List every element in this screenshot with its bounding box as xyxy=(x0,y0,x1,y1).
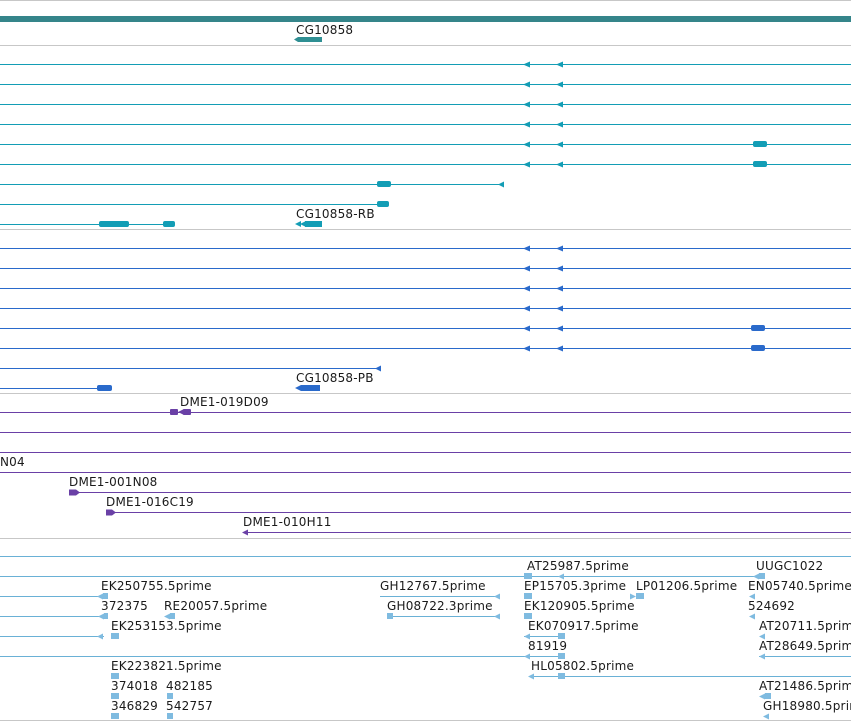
est-row[interactable] xyxy=(0,613,755,620)
est-label[interactable]: AT21486.5prime xyxy=(759,679,851,693)
protein-row[interactable] xyxy=(0,305,851,312)
protein-row[interactable] xyxy=(0,325,851,332)
protein-row-cg10858-pb[interactable] xyxy=(0,385,320,391)
transcript-row[interactable] xyxy=(0,121,851,128)
est-label[interactable]: 524692 xyxy=(748,599,796,613)
protein-label[interactable]: CG10858-PB xyxy=(296,371,374,385)
est-label[interactable]: EN05740.5prime xyxy=(748,579,851,593)
est-label[interactable]: 374018 xyxy=(111,679,159,693)
transcript-row[interactable] xyxy=(0,101,851,108)
est-row[interactable] xyxy=(111,693,771,700)
protein-row[interactable] xyxy=(0,345,851,352)
protein-row[interactable] xyxy=(0,265,851,272)
transcript-row[interactable] xyxy=(0,161,851,168)
clone-label[interactable]: N04 xyxy=(0,455,25,469)
est-row[interactable] xyxy=(0,653,851,660)
est-label[interactable]: EK120905.5prime xyxy=(524,599,635,613)
protein-row[interactable] xyxy=(0,245,851,252)
est-label[interactable]: AT28649.5prime xyxy=(759,639,851,653)
est-label[interactable]: GH12767.5prime xyxy=(380,579,486,593)
est-label[interactable]: AT25987.5prime xyxy=(527,559,629,573)
est-row[interactable] xyxy=(0,573,765,580)
transcript-row[interactable] xyxy=(0,181,504,188)
est-label[interactable]: EK070917.5prime xyxy=(528,619,639,633)
est-label[interactable]: EK250755.5prime xyxy=(101,579,212,593)
est-label[interactable]: HL05802.5prime xyxy=(531,659,635,673)
clone-row-dme1-016c19[interactable] xyxy=(106,509,851,516)
clone-row-dme1-019d09[interactable] xyxy=(0,409,851,415)
transcript-row[interactable] xyxy=(0,61,851,68)
est-row[interactable] xyxy=(0,593,755,600)
est-label[interactable]: 482185 xyxy=(166,679,214,693)
est-label[interactable]: 81919 xyxy=(528,639,568,653)
est-label[interactable]: GH08722.3prime xyxy=(387,599,493,613)
chromosome-band xyxy=(0,16,851,22)
est-label[interactable]: UUGC1022 xyxy=(756,559,824,573)
transcript-row[interactable] xyxy=(0,81,851,88)
est-label[interactable]: AT20711.5prime xyxy=(759,619,851,633)
clone-label[interactable]: DME1-010H11 xyxy=(243,515,332,529)
clone-label[interactable]: DME1-019D09 xyxy=(180,395,269,409)
clone-row-dme1-010h11[interactable] xyxy=(242,529,851,536)
transcript-row[interactable] xyxy=(0,141,851,148)
est-label[interactable]: 542757 xyxy=(166,699,214,713)
clone-label[interactable]: DME1-001N08 xyxy=(69,475,158,489)
est-row[interactable] xyxy=(0,633,765,640)
est-label[interactable]: EK253153.5prime xyxy=(111,619,222,633)
est-label[interactable]: 372375 xyxy=(101,599,149,613)
est-label[interactable]: 346829 xyxy=(111,699,159,713)
clone-row-dme1-001n08[interactable] xyxy=(69,489,851,496)
transcript-row-cg10858-rb[interactable] xyxy=(0,221,322,227)
gene-label[interactable]: CG10858 xyxy=(296,23,354,37)
protein-row[interactable] xyxy=(0,285,851,292)
transcript-label[interactable]: CG10858-RB xyxy=(296,207,375,221)
est-row[interactable] xyxy=(111,713,769,720)
est-label[interactable]: RE20057.5prime xyxy=(164,599,268,613)
est-label[interactable]: EP15705.3prime xyxy=(524,579,627,593)
protein-row[interactable] xyxy=(0,365,381,372)
est-row[interactable] xyxy=(111,673,851,680)
est-label[interactable]: LP01206.5prime xyxy=(636,579,738,593)
est-label[interactable]: EK223821.5prime xyxy=(111,659,222,673)
transcript-row[interactable] xyxy=(0,201,389,207)
clone-label[interactable]: DME1-016C19 xyxy=(106,495,194,509)
gene-feature-cg10858[interactable] xyxy=(294,37,322,42)
est-label[interactable]: GH18980.5prime xyxy=(763,699,851,713)
